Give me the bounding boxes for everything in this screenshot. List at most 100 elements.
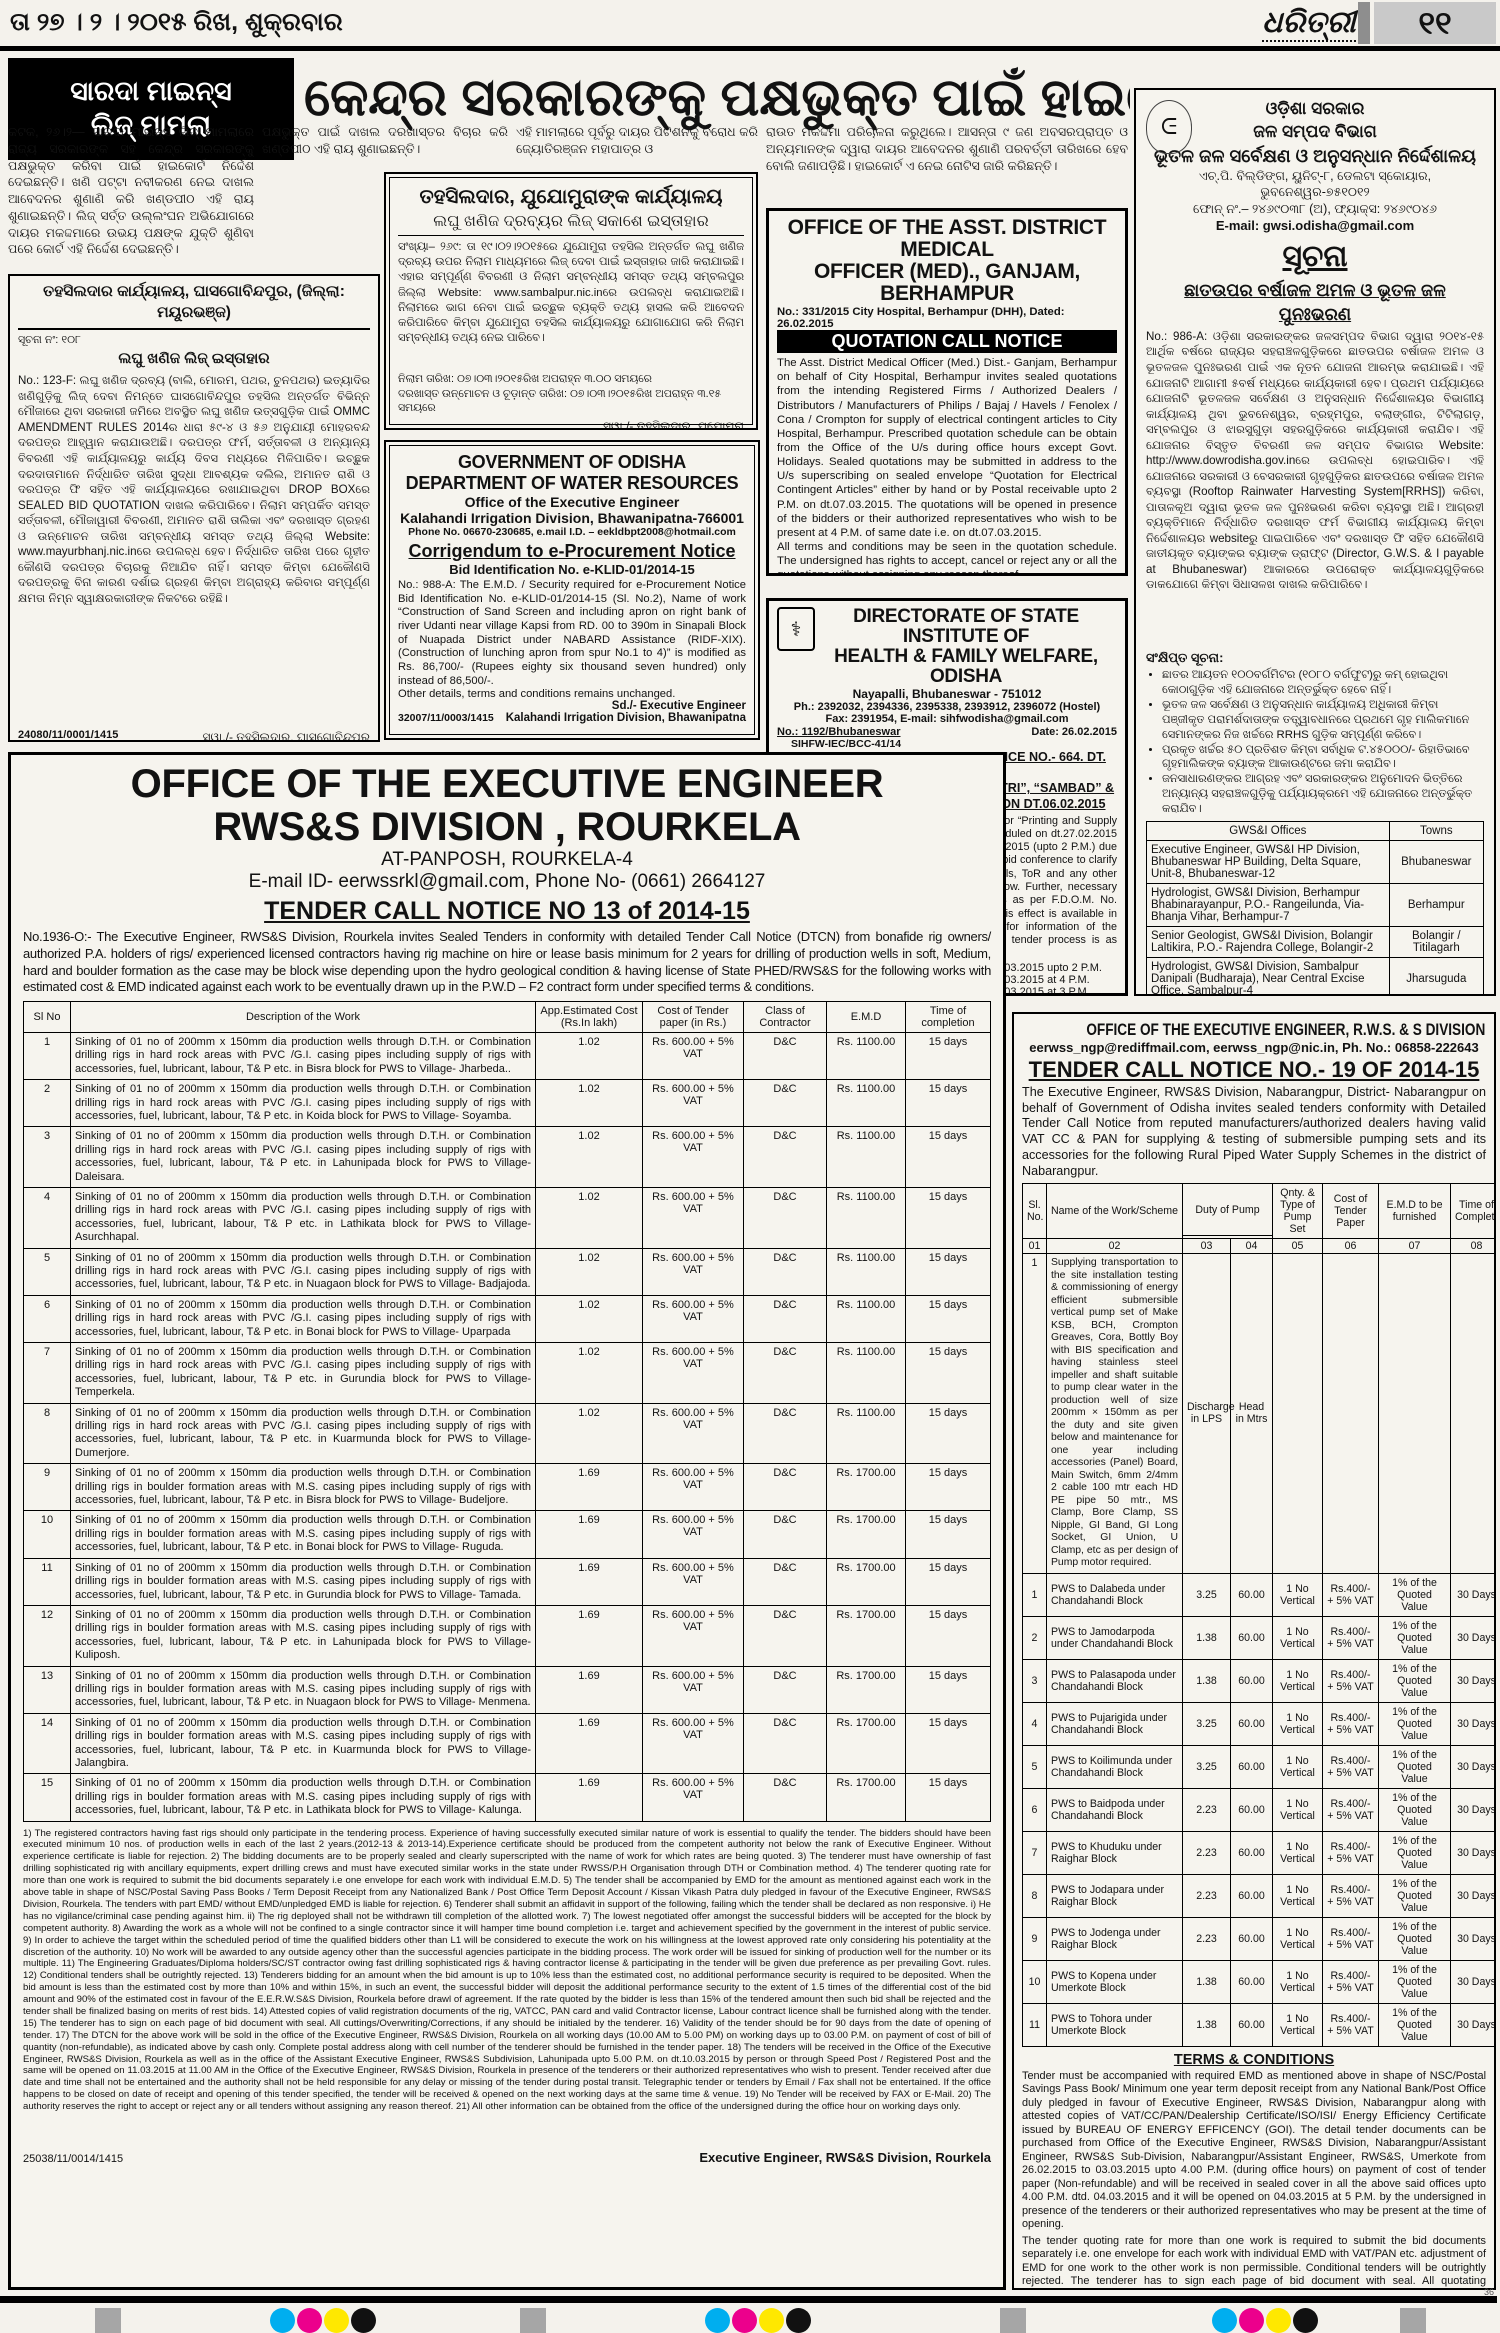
cell-qnty-type: 1 No Vertical [1272,1615,1323,1660]
cell-tender-paper: Rs.400/- + 5% VAT [1322,1873,1379,1918]
registration-dot [759,2308,784,2333]
cell-contractor-class: D&C [743,1342,827,1404]
cell-tender-paper: Rs. 600.00 + 5% VAT [642,1126,744,1188]
table-row: 4 PWS to Pujarigida under Chandahandi Blo… [1022,1701,1494,1746]
notice-rourkela-tender: OFFICE OF THE EXECUTIVE ENGINEER RWS&S D… [8,752,1006,2290]
notice-title: ତହସିଲଦାର କାର୍ଯ୍ୟାଳୟ, ଘାସଗୋବିନ୍ଦପୁର, (ଜିଲ… [18,282,370,330]
cell-qnty-type: 1 No Vertical [1272,1787,1323,1832]
table-row: 1 PWS to Dalabeda under Chandahandi Block… [1022,1572,1494,1617]
cell-completion-time: 15 days [905,1247,991,1296]
cell-tender-paper: Rs. 600.00 + 5% VAT [642,1604,744,1667]
registration-dot [1293,2308,1318,2333]
registration-gray-square [520,2308,546,2333]
cell-estimated-cost: 1.02 [535,1294,643,1344]
tender-heading: TENDER CALL NOTICE NO 13 of 2014-15 [264,897,750,926]
lead-tag-line2: ଲିଜ୍ ମାମଲା [90,110,212,140]
cell-head: 60.00 [1230,1744,1273,1789]
lead-headline: କେନ୍ଦ୍ର ସରକାରଙ୍କୁ ପକ୍ଷଭୁକ୍ତ ପାଇଁ ହାଇକୋର୍… [304,69,1130,127]
cell-sl: 2 [1022,1615,1047,1660]
notice-kalahandi-corrigendum: GOVERNMENT OF ODISHA DEPARTMENT OF WATER… [384,440,760,740]
contact-line: Phone No. 06670-230685, e.mail I.D. – ee… [408,526,736,538]
duty-discharge-label: Discharge in LPS [1182,1253,1235,1574]
cell-tender-paper: Rs.400/- + 5% VAT [1322,1572,1379,1617]
cell-contractor-class: D&C [743,1247,827,1296]
cell-estimated-cost: 1.69 [535,1712,643,1775]
office-line: Office of the Executive Engineer [464,494,680,510]
lead-col4: ରାଉତ ମକଦ୍ଦମା ପରିଚାଳନା କରୁଥିଲେ। ଆସନ୍ତା ୯ … [766,125,1128,173]
table-row: 6 PWS to Baidpoda under Chandahandi Block… [1022,1787,1494,1832]
cell-contractor-class: D&C [743,1604,827,1667]
registration-gray-square [1000,2308,1026,2333]
table-row: 3 Sinking of 01 no of 200mm x 150mm dia p… [23,1126,991,1188]
cell-contractor-class: D&C [743,1712,827,1775]
cell-description: Sinking of 01 no of 200mm x 150mm dia pr… [70,1031,536,1081]
table-row: Senior Geologist, GWS&I Division, Bolang… [1146,925,1485,958]
col-emd: E.M.D [826,1000,906,1033]
col-offices: GWS&I Offices [1146,820,1390,841]
table-header-row: GWS&I Offices Towns [1146,820,1485,841]
cell-scheme-name: PWS to Pujarigida under Chandahandi Bloc… [1046,1701,1183,1746]
cell-discharge: 1.38 [1182,2002,1231,2047]
table-row: Hydrologist, GWS&I Division, Sambalpur D… [1146,956,1485,994]
cell-tender-paper: Rs. 600.00 + 5% VAT [642,1294,744,1344]
notice-title: OFFICE OF THE EXECUTIVE ENGINEER, R.W.S.… [1086,1020,1486,1039]
cell-discharge: 2.23 [1182,1873,1231,1918]
registration-dot [705,2308,730,2333]
cell-office: Executive Engineer, GWS&I HP Division, B… [1146,839,1390,884]
cell-description: Sinking of 01 no of 200mm x 150mm dia pr… [70,1186,536,1249]
cell-scheme-name: PWS to Koilimunda under Chandahandi Bloc… [1046,1744,1183,1789]
cell-emd: 1% of the Quoted Value [1378,1959,1451,2004]
empty-cell [1450,1253,1494,1574]
cell-head: 60.00 [1230,2002,1273,2047]
table-row: Executive Engineer, GWS&I HP Division, B… [1146,839,1485,884]
phone-line: Ph.: 2392032, 2394336, 2395338, 2393912,… [793,700,1101,713]
cell-sl: 2 [23,1079,71,1128]
desc-sl: 1 [1022,1253,1047,1574]
nabarangpur-works-table: Sl. No. Name of the Work/Scheme Duty of … [1022,1183,1494,2047]
cell-sl: 10 [23,1510,71,1559]
notice-body: The Asst. District Medical Officer (Med.… [777,357,1117,539]
terms-heading: TERMS & CONDITIONS [1173,2051,1335,2068]
notice-signature: ସ୍ୱା./- ତହସିଲଦାର, ଯୁଯୋମୁରା [603,418,744,430]
col-towns: Towns [1388,820,1485,841]
cell-sl: 11 [23,1557,71,1606]
col-cost: Cost of Tender Paper [1322,1183,1379,1240]
notice-medical-officer: OFFICE OF THE ASST. DISTRICT MEDICAL OFF… [766,208,1128,576]
registration-dot [732,2308,757,2333]
cell-description: Sinking of 01 no of 200mm x 150mm dia pr… [70,1402,536,1465]
cell-tender-paper: Rs. 600.00 + 5% VAT [642,1773,744,1822]
cell-emd: 1% of the Quoted Value [1378,1572,1451,1617]
terms-para2: The tender quoting rate for more than on… [1022,2234,1486,2288]
notice-serial: 32007/11/0003/1415 [398,712,494,725]
cell-scheme-name: PWS to Jodenga under Raighar Block [1046,1916,1183,1961]
cell-emd: 1% of the Quoted Value [1378,1873,1451,1918]
work-description: Supplying transportation to the site ins… [1046,1253,1183,1574]
address-line: Nayapalli, Bhubaneswar - 751012 [852,686,1042,701]
table-row: 11 PWS to Tohora under Umerkote Block 1.38… [1022,2002,1494,2047]
column-number: 08 [1450,1238,1494,1255]
notice-nabarangpur-tender: OFFICE OF THE EXECUTIVE ENGINEER, R.W.S.… [1012,1012,1496,2290]
cell-sl: 3 [23,1126,71,1188]
table-row: 8 Sinking of 01 no of 200mm x 150mm dia p… [23,1402,991,1465]
notice-subtitle: ଲଘୁ ଖଣିଜ ଦ୍ରବ୍ୟର ଲିଜ୍ ସକାଶେ ଇସ୍ତାହାର [398,211,744,237]
work-description-row: 1 Supplying transportation to the site i… [1022,1253,1494,1574]
schedule-value: 16.03.2015 upto 2 P.M. [989,961,1102,974]
directorate-line: ଭୂତଳ ଜଳ ସର୍ବେକ୍ଷଣ ଓ ଅନୁସନ୍ଧାନ ନିର୍ଦ୍ଦେଶା… [1154,145,1476,166]
table-row: 6 Sinking of 01 no of 200mm x 150mm dia p… [23,1294,991,1344]
cell-sl: 13 [23,1665,71,1714]
cell-estimated-cost: 1.69 [535,1510,643,1559]
cmyk-registration-marks [270,2308,378,2333]
notice-body: No.: 986-A: ଓଡ଼ିଶା ସରକାରଙ୍କର ଜଳସମ୍ପଦ ବିଭ… [1146,329,1484,592]
table-row: 1 Sinking of 01 no of 200mm x 150mm dia p… [23,1031,991,1081]
cell-completion-time: 15 days [905,1773,991,1822]
cell-emd: Rs. 1700.00 [826,1604,906,1667]
opening-date: ଦରଖାସ୍ତ ଉନ୍ମୋଚନ ଓ ଚୂଡ଼ାନ୍ତ ତାରିଖ: ୦୭।୦୩।… [398,387,721,415]
cell-discharge: 2.23 [1182,1830,1231,1875]
cell-sl: 14 [23,1712,71,1775]
cell-qnty-type: 1 No Vertical [1272,1916,1323,1961]
col-qnty: Qnty. & Type of Pump Set [1272,1183,1323,1240]
cell-discharge: 3.25 [1182,1572,1231,1617]
cell-discharge: 3.25 [1182,1701,1231,1746]
cell-description: Sinking of 01 no of 200mm x 150mm dia pr… [70,1079,536,1128]
cell-emd: 1% of the Quoted Value [1378,1916,1451,1961]
